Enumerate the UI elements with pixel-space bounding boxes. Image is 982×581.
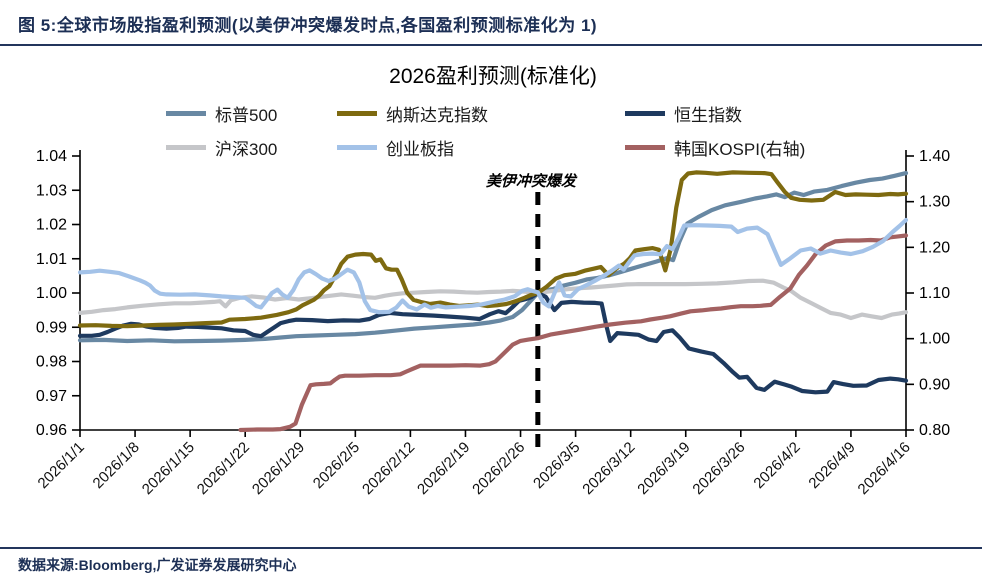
- left-tick-label: 0.98: [36, 354, 67, 371]
- x-tick-label: 2026/2/26: [469, 439, 528, 498]
- right-tick-label: 1.00: [919, 331, 950, 348]
- series-line-沪深300: [77, 278, 909, 321]
- event-annotation: 美伊冲突爆发: [486, 172, 578, 190]
- left-tick-label: 0.97: [36, 388, 67, 405]
- x-tick-label: 2026/2/5: [310, 439, 363, 492]
- legend-item-3: 恒生指数: [625, 101, 805, 126]
- right-tick-label: 1.40: [919, 148, 950, 165]
- x-tick-label: 2026/1/22: [194, 439, 253, 498]
- x-tick-label: 2026/1/29: [249, 439, 308, 498]
- top-divider: [0, 44, 982, 46]
- right-tick-label: 1.20: [919, 239, 950, 256]
- x-tick-label: 2026/1/1: [35, 439, 88, 492]
- legend-swatch-icon: [166, 111, 206, 116]
- legend-label: 沪深300: [215, 140, 278, 159]
- series-line-韩国KOSPI(右轴): [238, 233, 909, 433]
- data-source: 数据来源:Bloomberg,广发证券发展研究中心: [18, 557, 297, 573]
- bottom-divider: [0, 547, 982, 549]
- x-tick-label: 2026/3/19: [634, 439, 693, 498]
- figure-caption: 图 5:全球市场股指盈利预测(以美伊冲突爆发时点,各国盈利预测标准化为 1): [18, 16, 598, 35]
- legend-swatch-icon: [337, 145, 377, 150]
- left-tick-label: 1.00: [36, 285, 67, 302]
- x-tick-label: 2026/4/9: [805, 439, 858, 492]
- legend-swatch-icon: [166, 145, 206, 150]
- x-tick-label: 2026/4/16: [855, 439, 914, 498]
- x-tick-label: 2026/4/2: [750, 439, 803, 492]
- legend-swatch-icon: [337, 111, 377, 116]
- legend-label: 纳斯达克指数: [386, 106, 488, 125]
- x-tick-label: 2026/1/15: [139, 439, 198, 498]
- series-line-标普500: [77, 171, 909, 344]
- x-tick-label: 2026/1/8: [90, 439, 143, 492]
- legend-item-4: 沪深300: [166, 135, 337, 160]
- legend-swatch-icon: [625, 145, 665, 150]
- chart-title: 2026盈利预测(标准化): [389, 65, 597, 88]
- left-tick-label: 1.04: [36, 148, 67, 165]
- legend-label: 创业板指: [386, 140, 454, 159]
- right-tick-label: 0.80: [919, 422, 950, 439]
- x-tick-label: 2026/3/26: [689, 439, 748, 498]
- legend-item-1: 标普500: [166, 101, 337, 126]
- left-tick-label: 1.03: [36, 182, 67, 199]
- legend-item-2: 纳斯达克指数: [337, 101, 625, 126]
- left-tick-label: 0.96: [36, 422, 67, 439]
- left-tick-label: 0.99: [36, 319, 67, 336]
- legend-label: 标普500: [215, 106, 278, 125]
- right-tick-label: 1.30: [919, 194, 950, 211]
- legend-label: 韩国KOSPI(右轴): [674, 140, 806, 159]
- legend-item-5: 创业板指: [337, 135, 625, 160]
- right-tick-label: 1.10: [919, 285, 950, 302]
- legend-item-6: 韩国KOSPI(右轴): [625, 135, 805, 160]
- right-tick-label: 0.90: [919, 376, 950, 393]
- chart-legend: 标普500 纳斯达克指数 恒生指数沪深300 创业板指 韩国KOSPI(右轴): [166, 101, 805, 160]
- x-tick-label: 2026/2/12: [359, 439, 418, 498]
- series-line-纳斯达克指数: [77, 170, 909, 329]
- left-tick-label: 1.01: [36, 251, 67, 268]
- x-tick-label: 2026/2/19: [414, 439, 473, 498]
- legend-label: 恒生指数: [674, 106, 742, 125]
- series-line-创业板指: [77, 217, 909, 315]
- left-tick-label: 1.02: [36, 217, 67, 234]
- legend-swatch-icon: [625, 111, 665, 116]
- x-tick-label: 2026/3/12: [579, 439, 638, 498]
